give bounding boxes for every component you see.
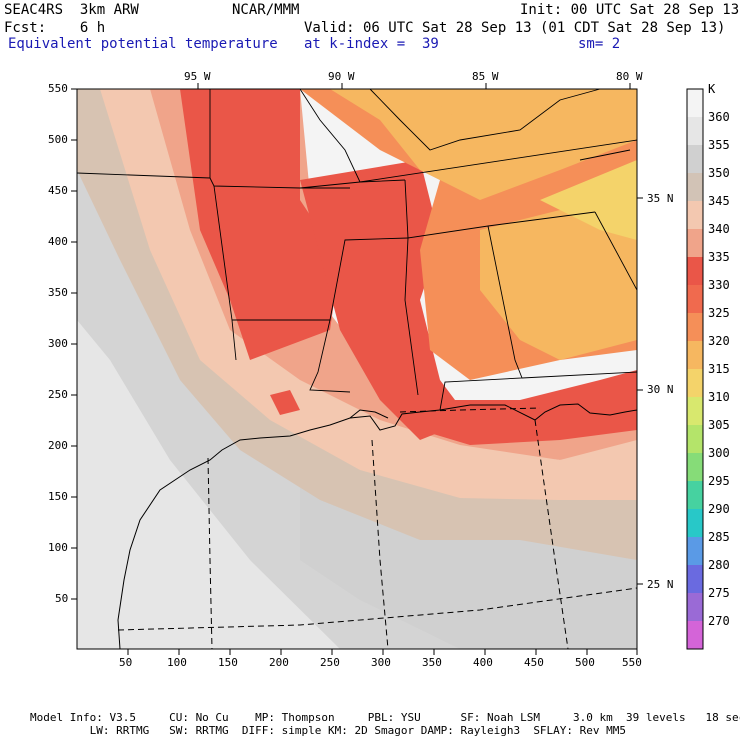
y-tick-label: 350	[48, 286, 68, 299]
colorbar-level-label: 345	[708, 194, 730, 208]
colorbar-unit: K	[708, 82, 716, 96]
colorbar-swatch	[687, 397, 703, 426]
latitude-ticks	[637, 197, 643, 585]
x-tick-label: 500	[575, 656, 595, 669]
organization: NCAR/MMM	[232, 2, 300, 18]
model-info-line2: LW: RRTMG SW: RRTMG DIFF: simple KM: 2D …	[30, 724, 627, 737]
colorbar-swatch	[687, 145, 703, 174]
colorbar-swatch	[687, 621, 703, 650]
y-tick-label: 250	[48, 388, 68, 401]
colorbar-swatch	[687, 481, 703, 510]
colorbar-level-label: 280	[708, 558, 730, 572]
x-tick-label: 400	[473, 656, 493, 669]
level-info: at k-index = 39	[304, 36, 439, 52]
colorbar-level-label: 315	[708, 362, 730, 376]
colorbar-level-label: 340	[708, 222, 730, 236]
x-tick-label: 50	[119, 656, 133, 669]
x-axis-ticks	[127, 649, 638, 655]
y-tick-label: 150	[48, 490, 68, 503]
x-tick-label: 550	[622, 656, 642, 669]
latitude-label: 30 N	[647, 383, 674, 396]
x-tick-label: 200	[269, 656, 289, 669]
colorbar-level-label: 295	[708, 474, 730, 488]
x-tick-label: 250	[320, 656, 340, 669]
init-time: Init: 00 UTC Sat 28 Sep 13	[520, 2, 740, 18]
y-tick-label: 550	[48, 82, 68, 95]
colorbar	[686, 88, 704, 650]
colorbar-swatch	[687, 565, 703, 594]
colorbar-level-label: 300	[708, 446, 730, 460]
colorbar-swatch	[687, 201, 703, 230]
y-tick-label: 100	[48, 541, 68, 554]
model-info-line1: Model Info: V3.5 CU: No Cu MP: Thompson …	[30, 711, 740, 724]
colorbar-swatch	[687, 425, 703, 454]
colorbar-swatch	[687, 453, 703, 482]
colorbar-swatch	[687, 509, 703, 538]
colorbar-swatch	[687, 593, 703, 622]
model-title: SEAC4RS 3km ARW	[4, 2, 139, 18]
y-tick-label: 400	[48, 235, 68, 248]
coastline	[117, 403, 638, 650]
colorbar-level-label: 285	[708, 530, 730, 544]
political-boundaries	[76, 88, 638, 411]
colorbar-level-label: 325	[708, 306, 730, 320]
map-frame	[76, 88, 638, 650]
longitude-label: 85 W	[472, 70, 499, 83]
y-axis-ticks	[71, 88, 77, 600]
colorbar-swatch	[687, 537, 703, 566]
colorbar-swatch	[687, 89, 703, 118]
latitude-label: 25 N	[647, 578, 674, 591]
colorbar-swatch	[687, 341, 703, 370]
colorbar-swatch	[687, 173, 703, 202]
colorbar-level-label: 335	[708, 250, 730, 264]
x-tick-label: 350	[422, 656, 442, 669]
y-tick-label: 50	[55, 592, 69, 605]
forecast-hour: Fcst: 6 h	[4, 20, 106, 36]
colorbar-level-label: 355	[708, 138, 730, 152]
x-tick-label: 450	[524, 656, 544, 669]
maritime-boundaries	[117, 407, 638, 650]
x-tick-label: 300	[371, 656, 391, 669]
longitude-label: 95 W	[184, 70, 211, 83]
colorbar-swatch	[687, 369, 703, 398]
latitude-label: 35 N	[647, 192, 674, 205]
colorbar-swatch	[687, 285, 703, 314]
field-name: Equivalent potential temperature	[8, 36, 278, 52]
y-tick-label: 450	[48, 184, 68, 197]
colorbar-level-label: 350	[708, 166, 730, 180]
colorbar-swatch	[687, 229, 703, 258]
colorbar-level-label: 305	[708, 418, 730, 432]
y-tick-label: 300	[48, 337, 68, 350]
colorbar-swatch	[687, 117, 703, 146]
colorbar-level-label: 270	[708, 614, 730, 628]
colorbar-level-label: 320	[708, 334, 730, 348]
smoothing-info: sm= 2	[578, 36, 621, 52]
longitude-ticks	[197, 83, 631, 89]
colorbar-level-label: 275	[708, 586, 730, 600]
theta-e-field	[77, 89, 637, 649]
longitude-label: 80 W	[616, 70, 643, 83]
colorbar-level-label: 310	[708, 390, 730, 404]
colorbar-level-label: 290	[708, 502, 730, 516]
longitude-label: 90 W	[328, 70, 355, 83]
y-tick-label: 200	[48, 439, 68, 452]
valid-time: Valid: 06 UTC Sat 28 Sep 13 (01 CDT Sat …	[304, 20, 726, 36]
colorbar-level-label: 330	[708, 278, 730, 292]
colorbar-level-label: 360	[708, 110, 730, 124]
x-tick-label: 150	[218, 656, 238, 669]
colorbar-swatch	[687, 257, 703, 286]
x-tick-label: 100	[167, 656, 187, 669]
y-tick-label: 500	[48, 133, 68, 146]
colorbar-swatch	[687, 313, 703, 342]
